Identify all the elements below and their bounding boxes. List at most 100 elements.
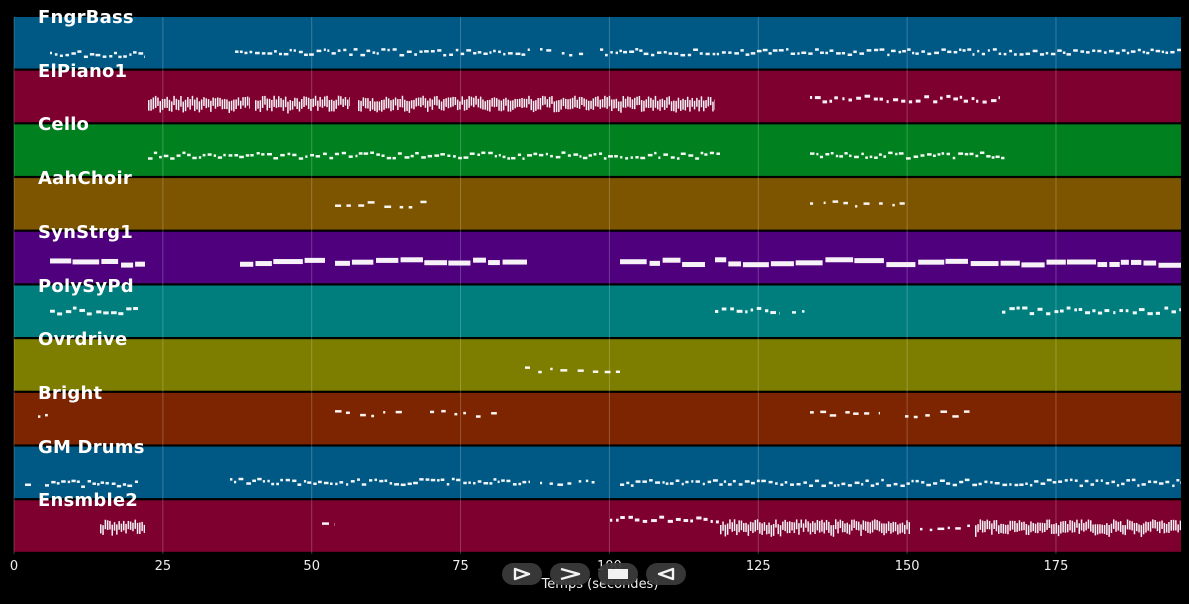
note — [1080, 519, 1083, 531]
note — [217, 156, 223, 159]
note — [72, 259, 100, 265]
note — [1097, 262, 1108, 268]
note — [829, 99, 833, 103]
note — [619, 49, 622, 53]
note — [159, 101, 161, 113]
note — [447, 97, 450, 109]
note — [756, 306, 762, 310]
note — [1156, 521, 1159, 532]
note — [675, 100, 677, 113]
fast-forward-button[interactable] — [550, 563, 590, 585]
note — [413, 481, 418, 485]
note — [665, 482, 669, 485]
note — [728, 261, 742, 267]
note — [255, 261, 272, 267]
note — [620, 101, 622, 113]
note — [369, 100, 371, 112]
note — [675, 479, 680, 483]
note — [413, 99, 415, 110]
note — [791, 522, 793, 531]
note — [569, 98, 572, 110]
note — [1105, 482, 1110, 485]
note — [443, 53, 447, 57]
note — [780, 483, 784, 486]
note — [1138, 308, 1145, 312]
note — [591, 481, 595, 484]
note — [616, 518, 619, 522]
note — [673, 100, 675, 112]
note — [615, 98, 618, 109]
note — [770, 311, 776, 315]
note — [667, 519, 673, 523]
note — [219, 97, 221, 107]
note — [430, 410, 435, 414]
note — [292, 153, 297, 157]
note — [651, 519, 657, 523]
note — [705, 52, 710, 56]
note — [670, 101, 673, 112]
note — [887, 53, 890, 57]
note — [899, 202, 905, 205]
note — [191, 95, 194, 106]
note — [337, 95, 340, 106]
note — [569, 53, 573, 57]
note — [273, 95, 275, 107]
note — [573, 153, 579, 156]
note — [640, 100, 643, 112]
note — [1092, 524, 1094, 533]
note — [171, 101, 173, 112]
note — [205, 98, 207, 109]
note — [666, 97, 668, 108]
note — [230, 478, 233, 481]
note — [946, 94, 951, 98]
note — [929, 528, 933, 532]
note — [296, 98, 298, 110]
note — [329, 156, 334, 160]
note — [655, 481, 661, 484]
note — [878, 411, 880, 415]
note — [392, 48, 397, 51]
note — [239, 50, 243, 54]
note — [772, 523, 775, 536]
note — [293, 49, 296, 52]
note — [555, 155, 561, 159]
note — [122, 483, 127, 486]
note — [101, 258, 119, 264]
note — [127, 484, 133, 488]
note — [825, 257, 854, 263]
note — [754, 519, 756, 532]
rewind-button[interactable] — [646, 563, 686, 585]
note — [810, 95, 813, 99]
note — [766, 524, 768, 535]
note — [1066, 259, 1097, 265]
note — [830, 525, 832, 536]
note — [298, 50, 303, 54]
play-button[interactable] — [502, 563, 542, 585]
note — [1170, 50, 1175, 54]
note — [307, 481, 312, 484]
note — [500, 100, 503, 112]
note — [414, 53, 417, 56]
note — [1009, 520, 1011, 531]
stop-button[interactable] — [598, 563, 638, 585]
note — [246, 96, 249, 106]
note — [289, 48, 292, 52]
note — [594, 96, 597, 107]
note — [846, 522, 848, 534]
note — [1037, 522, 1039, 534]
note — [194, 99, 196, 112]
note — [1046, 259, 1066, 265]
note — [885, 523, 888, 534]
note — [217, 97, 219, 107]
note — [883, 523, 885, 536]
note — [76, 480, 80, 483]
note — [358, 152, 363, 155]
note — [810, 152, 815, 155]
note — [214, 98, 217, 109]
note — [1155, 49, 1161, 53]
x-tick-label: 175 — [1043, 559, 1069, 574]
note — [438, 99, 440, 109]
note — [1179, 308, 1181, 312]
note — [235, 50, 239, 53]
